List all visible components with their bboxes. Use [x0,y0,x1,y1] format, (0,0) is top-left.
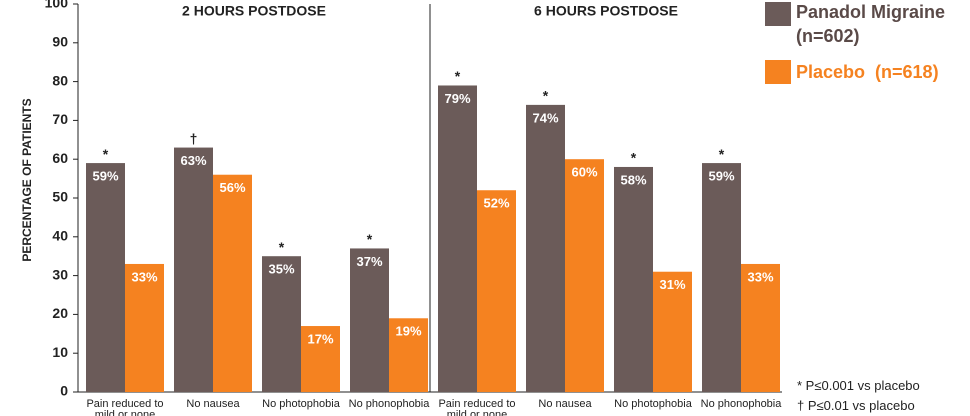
value-label: 52% [483,196,509,211]
bar [702,163,741,392]
y-tick-label: 80 [52,72,68,88]
value-label: 33% [131,269,157,284]
y-tick-label: 100 [45,0,69,11]
bar [174,147,213,392]
y-tick-label: 10 [52,344,68,360]
bar [86,163,125,392]
significance-marker: * [543,88,549,104]
x-tick-label: No nausea [538,398,592,410]
value-label: 74% [532,110,558,125]
significance-marker: * [367,231,373,247]
y-tick-label: 20 [52,305,68,321]
significance-marker: * [103,146,109,162]
value-label: 31% [659,277,685,292]
bar [262,256,301,392]
y-axis-label: PERCENTAGE OF PATIENTS [20,98,34,261]
x-tick-label: Pain reduced to mild or none [438,398,515,416]
y-tick-label: 50 [52,189,68,205]
legend-swatch [765,2,791,26]
significance-marker: * [719,146,725,162]
y-tick-label: 60 [52,150,68,166]
bar [438,85,477,392]
y-tick-label: 90 [52,34,68,50]
value-label: 60% [571,165,597,180]
significance-marker: * [455,68,461,84]
panel-title: 6 HOURS POSTDOSE [534,3,678,19]
bar [614,166,653,392]
significance-marker: * [279,239,285,255]
value-label: 63% [180,153,206,168]
significance-marker: † [190,130,198,146]
bar [526,104,565,392]
value-label: 58% [620,172,646,187]
bar [653,271,692,392]
value-label: 56% [219,180,245,195]
bar [565,159,604,392]
value-label: 35% [268,262,294,277]
footnote: * P≤0.001 vs placebo [797,378,920,393]
value-label: 59% [92,169,118,184]
significance-marker: * [631,150,637,166]
y-tick-label: 30 [52,266,68,282]
x-tick-label: No photophobia [614,398,693,410]
value-label: 37% [356,254,382,269]
bar [125,263,164,392]
x-tick-label: Pain reduced to mild or none [86,398,163,416]
x-tick-label: No nausea [186,398,240,410]
y-tick-label: 0 [60,383,68,399]
y-tick-label: 40 [52,228,68,244]
bar [741,263,780,392]
x-tick-label: No photophobia [262,398,341,410]
value-label: 33% [747,269,773,284]
bar [389,318,428,392]
x-tick-label: No phonophobia [349,398,431,410]
legend-label: Panadol Migraine (n=602) [796,2,946,46]
y-tick-label: 70 [52,111,68,127]
bar [477,190,516,392]
footnote: † P≤0.01 vs placebo [797,398,915,413]
legend-label: Placebo (n=618) [796,62,939,82]
legend-swatch [765,60,791,84]
value-label: 79% [444,91,470,106]
value-label: 17% [307,331,333,346]
bar [350,248,389,392]
value-label: 59% [708,169,734,184]
value-label: 19% [395,324,421,339]
panel-title: 2 HOURS POSTDOSE [182,3,326,19]
x-tick-label: No phonophobia [701,398,783,410]
bar [213,174,252,392]
bar [301,326,340,392]
